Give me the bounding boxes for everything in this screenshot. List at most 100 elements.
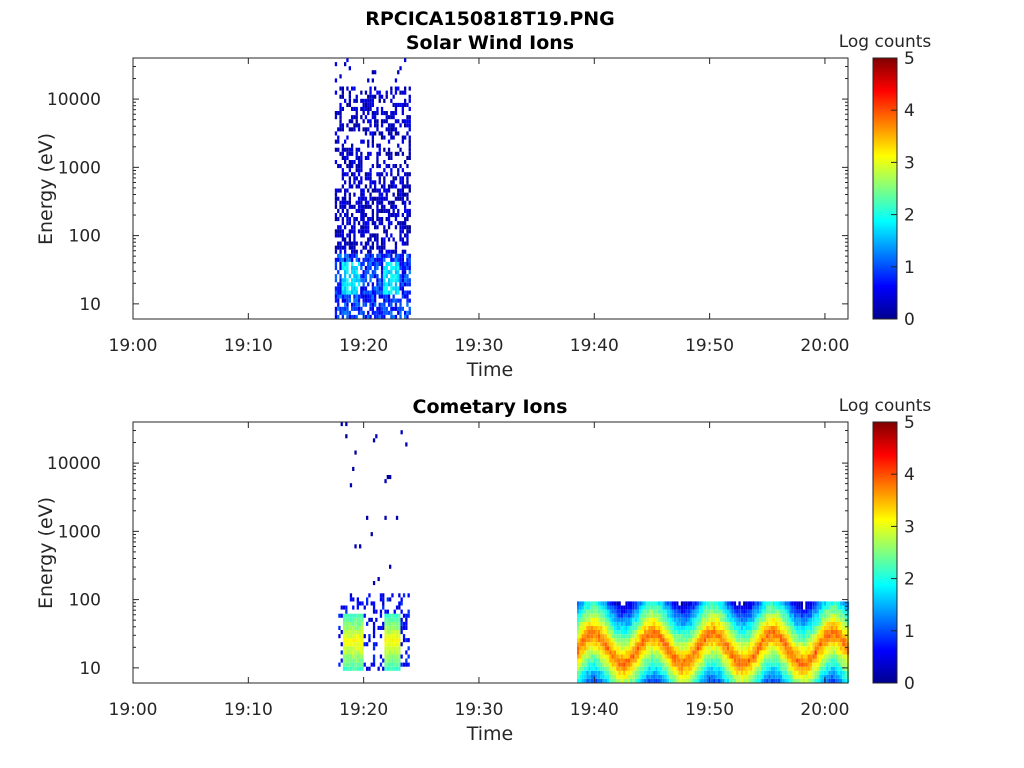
heatmap-cell <box>609 646 612 651</box>
heatmap-cell <box>609 670 612 675</box>
heatmap-cell <box>729 654 732 659</box>
heatmap-cell <box>625 634 628 639</box>
heatmap-cell <box>630 678 633 683</box>
heatmap-cell <box>357 168 361 173</box>
heatmap-cell <box>747 642 750 647</box>
heatmap-cell <box>354 650 357 655</box>
heatmap-cell <box>632 621 635 626</box>
heatmap-cell <box>359 654 362 659</box>
heatmap-cell <box>775 658 778 663</box>
heatmap-cell <box>341 286 344 291</box>
heatmap-cell <box>579 674 582 679</box>
heatmap-cell <box>620 678 624 683</box>
heatmap-cell <box>805 650 808 655</box>
heatmap-cell <box>720 666 723 671</box>
heatmap-cell <box>823 666 827 671</box>
heatmap-cell <box>814 609 817 614</box>
heatmap-cell <box>648 617 651 622</box>
heatmap-cell <box>371 131 374 136</box>
heatmap-cell <box>355 176 358 181</box>
heatmap-cell <box>385 286 388 291</box>
heatmap-cell <box>355 208 358 213</box>
heatmap-cell <box>731 670 734 675</box>
heatmap-cell <box>583 642 587 647</box>
heatmap-cell <box>389 650 392 655</box>
heatmap-cell <box>347 666 350 671</box>
heatmap-cell <box>766 617 769 622</box>
heatmap-cell <box>391 654 394 659</box>
heatmap-cell <box>791 625 794 630</box>
heatmap-cell <box>399 225 402 230</box>
heatmap-cell <box>401 213 404 218</box>
heatmap-cell <box>362 302 365 307</box>
heatmap-cell <box>351 257 354 262</box>
heatmap-cell <box>353 229 356 234</box>
heatmap-cell <box>352 597 355 602</box>
heatmap-cell <box>676 670 679 675</box>
heatmap-cell <box>588 650 591 655</box>
heatmap-cell <box>390 131 393 136</box>
heatmap-cell <box>369 298 372 303</box>
heatmap-cell <box>355 200 358 205</box>
heatmap-cell <box>752 678 755 683</box>
heatmap-cell <box>819 654 822 659</box>
heatmap-cell <box>724 625 727 630</box>
heatmap-cell <box>768 658 771 663</box>
heatmap-cell <box>360 106 363 111</box>
heatmap-cell <box>643 666 647 671</box>
heatmap-cell <box>597 670 601 675</box>
heatmap-cell <box>823 646 827 651</box>
heatmap-cell <box>339 233 342 238</box>
heatmap-cell <box>823 630 827 635</box>
heatmap-cell <box>770 601 773 606</box>
heatmap-cell <box>406 233 409 238</box>
heatmap-cell <box>367 253 370 258</box>
heatmap-cell <box>814 658 817 663</box>
heatmap-cell <box>374 274 377 279</box>
heatmap-cell <box>378 188 381 193</box>
heatmap-cell <box>395 605 399 610</box>
heatmap-cell <box>738 634 741 639</box>
heatmap-cell <box>613 630 617 635</box>
heatmap-cell <box>703 638 707 643</box>
heatmap-cell <box>763 670 767 675</box>
heatmap-cell <box>678 650 681 655</box>
heatmap-cell <box>731 638 734 643</box>
heatmap-cell <box>630 617 633 622</box>
heatmap-cell <box>673 609 677 614</box>
heatmap-cell <box>390 233 393 238</box>
heatmap-cell <box>634 630 637 635</box>
heatmap-cell <box>708 666 711 671</box>
heatmap-cell <box>669 605 672 610</box>
heatmap-cell <box>634 638 637 643</box>
heatmap-cell <box>745 613 748 618</box>
heatmap-cell <box>627 634 630 639</box>
heatmap-cell <box>692 638 695 643</box>
heatmap-cell <box>784 617 787 622</box>
heatmap-cell <box>354 613 357 618</box>
heatmap-cell <box>662 662 665 667</box>
heatmap-cell <box>344 155 347 160</box>
heatmap-cell <box>687 605 690 610</box>
heatmap-cell <box>394 86 398 91</box>
heatmap-cell <box>334 310 338 315</box>
heatmap-cell <box>374 188 377 193</box>
heatmap-cell <box>798 674 801 679</box>
heatmap-cell <box>696 625 700 630</box>
heatmap-cell <box>383 208 386 213</box>
heatmap-cell <box>577 678 580 683</box>
heatmap-cell <box>586 638 589 643</box>
heatmap-cell <box>406 257 409 262</box>
heatmap-cell <box>380 286 384 291</box>
heatmap-cell <box>383 294 386 299</box>
heatmap-cell <box>720 617 723 622</box>
heatmap-cell <box>669 613 672 618</box>
heatmap-cell <box>740 609 744 614</box>
heatmap-cell <box>646 666 649 671</box>
heatmap-cell <box>816 646 820 651</box>
heatmap-cell <box>782 638 785 643</box>
heatmap-cell <box>357 180 361 185</box>
x-axis-label: Time <box>466 723 514 745</box>
heatmap-cell <box>360 90 363 95</box>
colorbar-tick-label: 1 <box>904 622 915 642</box>
